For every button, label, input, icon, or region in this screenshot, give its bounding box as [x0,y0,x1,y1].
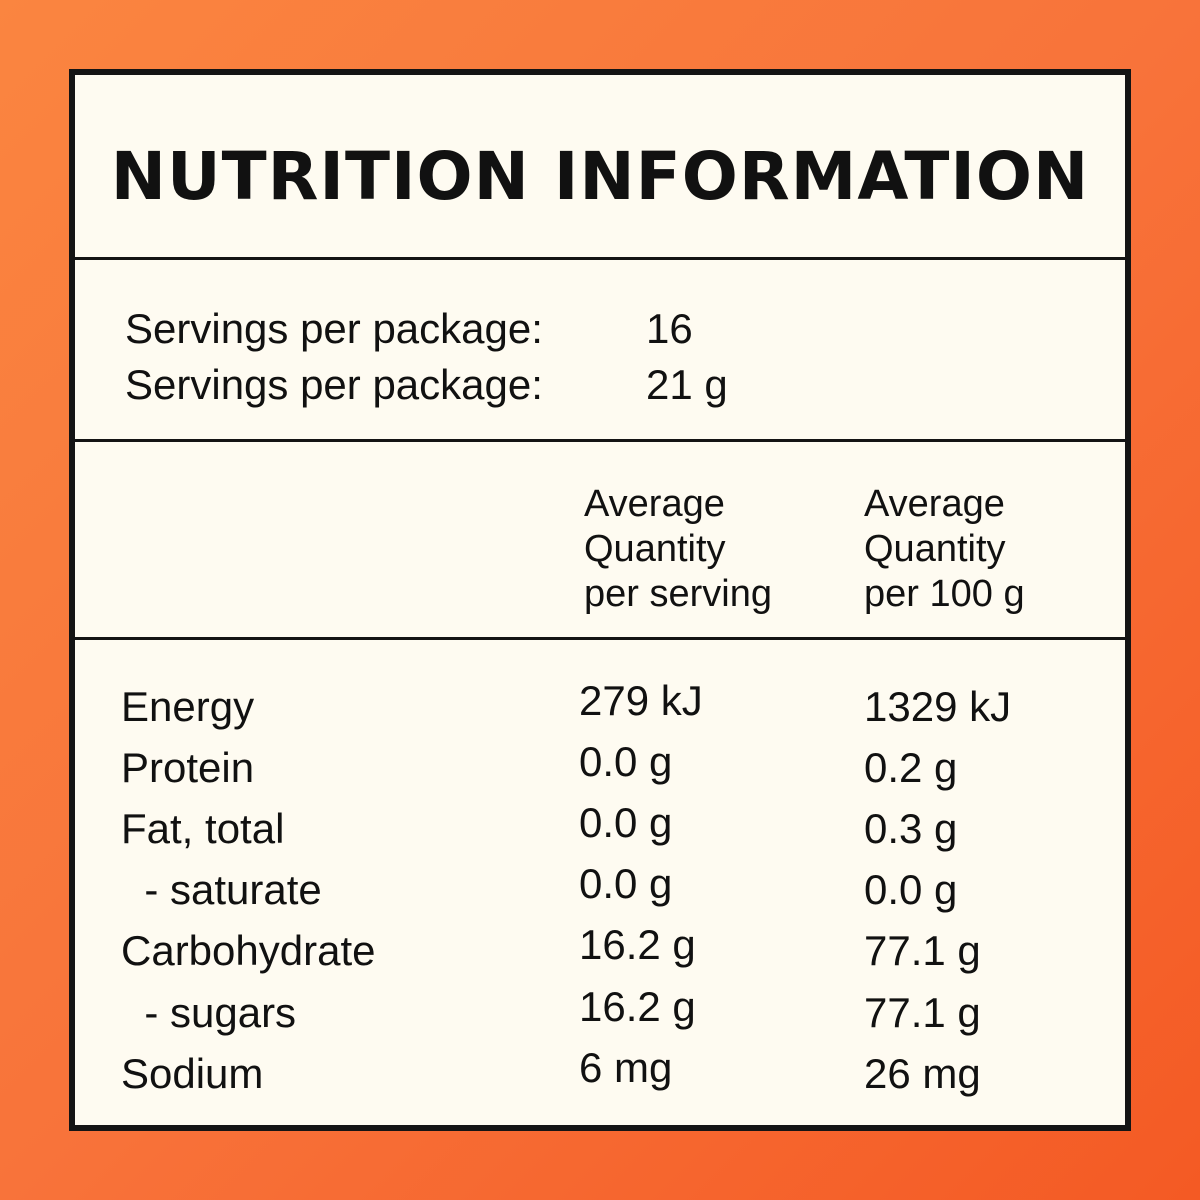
column-header-line: per serving [584,573,772,615]
page-title: NUTRITION INFORMATION [110,138,1090,215]
per-100g-value: 77.1 g [864,989,981,1036]
nutrient-name: Energy [121,683,255,730]
column-header-per-serving: Average Quantity per serving [584,482,772,617]
per-serving-value: 0.0 g [579,738,673,785]
per-100g-value: 1329 kJ [864,683,1012,730]
column-header-line: per 100 g [864,573,1025,615]
per-serving-value: 0.0 g [579,799,673,846]
per-serving-value: 6 mg [579,1044,673,1091]
column-header-per-100g: Average Quantity per 100 g [864,482,1025,617]
nutrient-name: Protein [121,744,255,791]
per-serving-value: 279 kJ [579,677,703,724]
column-header-line: Quantity [584,528,726,570]
serving-size-label: Servings per package: [125,361,543,408]
per-serving-value: 0.0 g [579,860,673,907]
servings-label: Servings per package: [125,305,543,352]
servings-divider [75,439,1125,442]
nutrient-name: - sugars [121,989,297,1036]
servings-value: 16 [646,305,693,352]
column-header-line: Average [864,483,1005,525]
nutrition-panel: NUTRITION INFORMATION Servings per packa… [69,69,1131,1131]
title-divider [75,257,1125,260]
nutrient-name: - saturate [121,866,322,913]
per-100g-value: 0.2 g [864,744,958,791]
per-serving-value: 16.2 g [579,983,696,1030]
per-100g-value: 0.0 g [864,866,958,913]
column-header-line: Average [584,483,725,525]
nutrient-name: Fat, total [121,805,285,852]
nutrient-name: Sodium [121,1050,264,1097]
per-100g-value: 77.1 g [864,927,981,974]
nutrient-name: Carbohydrate [121,927,376,974]
per-100g-value: 26 mg [864,1050,981,1097]
per-serving-value: 16.2 g [579,921,696,968]
serving-size-value: 21 g [646,361,728,408]
column-header-line: Quantity [864,528,1006,570]
header-divider [75,637,1125,640]
per-100g-value: 0.3 g [864,805,958,852]
